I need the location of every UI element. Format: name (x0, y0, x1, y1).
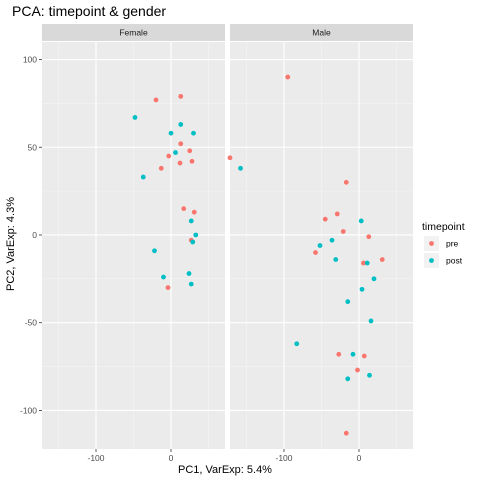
data-point (343, 430, 349, 436)
facet-strip (230, 24, 413, 41)
y-tick-label: -50 (25, 318, 38, 328)
data-point (336, 351, 342, 357)
data-point (191, 209, 197, 215)
data-point (189, 158, 195, 164)
data-point (366, 234, 372, 240)
y-tick-label: 100 (23, 55, 37, 65)
data-point (345, 299, 351, 305)
data-point (367, 372, 372, 378)
data-point (153, 97, 159, 103)
y-tick-label: 0 (32, 230, 37, 240)
data-point (178, 141, 184, 147)
data-point (187, 148, 193, 154)
x-tick-label: 0 (169, 453, 174, 463)
data-point (140, 174, 146, 180)
facet-panel-male: Male (227, 24, 413, 449)
data-point (227, 155, 233, 161)
series-pre (153, 93, 197, 291)
x-axis: -100 0 -100 0 (87, 449, 362, 463)
data-point (294, 341, 300, 347)
legend-label-post: post (446, 256, 463, 266)
data-point (181, 206, 187, 212)
series-post (132, 115, 199, 287)
data-point (168, 130, 174, 136)
facet-strip-label: Male (312, 28, 331, 38)
facet-panel-female: Female (42, 24, 225, 449)
data-point (166, 153, 172, 159)
facet-strip-label: Female (119, 28, 148, 38)
data-point (285, 74, 291, 80)
chart-title: PCA: timepoint & gender (12, 3, 166, 19)
data-point (161, 274, 166, 280)
data-point (361, 260, 366, 266)
data-point (358, 218, 364, 224)
data-point (132, 115, 138, 120)
data-point (340, 229, 346, 234)
y-axis: 100 50 0 -50 -100 (20, 55, 42, 415)
y-axis-title: PC2, VarExp: 4.3% (5, 197, 17, 291)
x-tick-label: 0 (357, 453, 362, 463)
data-point (371, 276, 377, 282)
data-point (188, 218, 194, 224)
series-pre (227, 74, 385, 436)
legend-swatch-post (429, 258, 434, 263)
data-point (152, 248, 157, 254)
facet-strip (42, 24, 225, 41)
data-point (329, 237, 335, 243)
data-point (186, 271, 192, 276)
x-axis-title: PC1, VarExp: 5.4% (178, 464, 272, 476)
data-point (364, 260, 370, 266)
data-point (188, 281, 194, 287)
data-point (158, 165, 164, 171)
series-post (238, 165, 377, 382)
data-point (317, 243, 323, 248)
data-point (238, 165, 243, 171)
data-point (333, 257, 339, 262)
y-tick-label: 50 (28, 142, 38, 152)
data-point (177, 160, 183, 166)
data-point (361, 353, 367, 359)
x-tick-label: -100 (275, 453, 292, 463)
x-tick-label: -100 (87, 453, 104, 463)
data-point (193, 232, 199, 238)
data-point (368, 318, 374, 324)
data-point (165, 285, 171, 291)
data-point (190, 239, 196, 245)
legend-swatch-pre (429, 241, 434, 246)
data-point (173, 150, 178, 155)
data-point (313, 250, 318, 255)
data-point (359, 286, 365, 292)
facet-panels: Female Male (42, 24, 413, 449)
legend-label-pre: pre (446, 239, 459, 249)
data-point (178, 122, 184, 127)
data-point (334, 211, 340, 217)
y-tick-label: -100 (20, 405, 37, 415)
data-point (191, 130, 196, 136)
data-point (350, 351, 356, 357)
data-point (355, 367, 360, 373)
legend-title: timepoint (422, 221, 465, 233)
data-point (178, 93, 184, 99)
data-point (343, 179, 349, 185)
data-point (345, 376, 351, 382)
data-point (379, 257, 385, 262)
data-point (322, 216, 328, 222)
legend: timepoint pre post (422, 221, 465, 268)
